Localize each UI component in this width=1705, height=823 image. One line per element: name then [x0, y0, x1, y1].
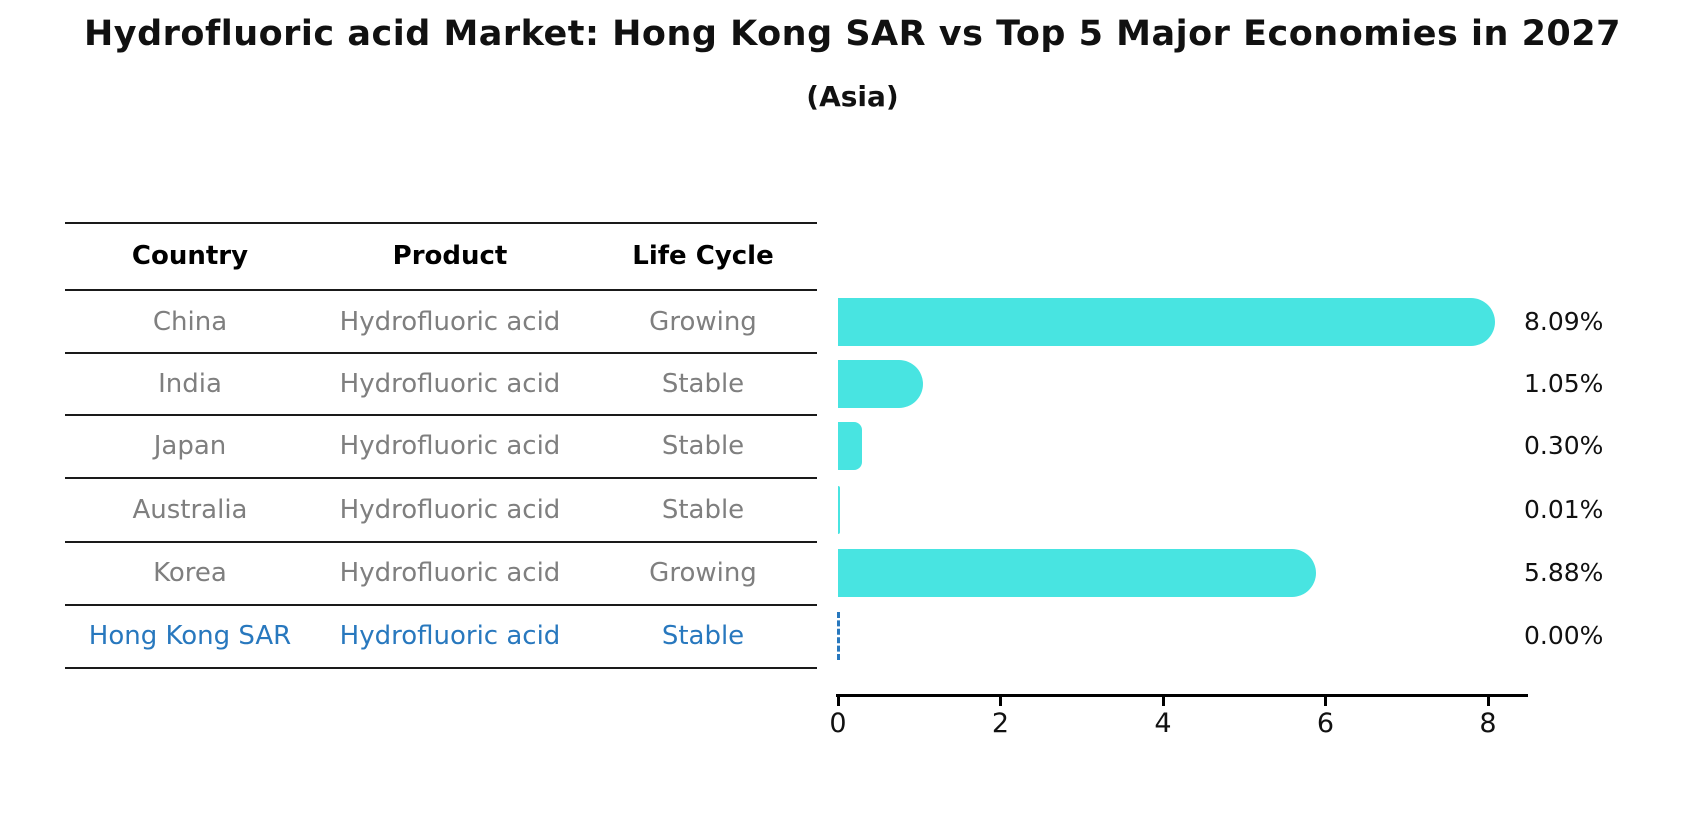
bar-japan [838, 422, 863, 470]
table-rule-line [65, 667, 817, 669]
value-label-korea: 5.88% [1524, 558, 1604, 587]
value-label-hong-kong-sar: 0.00% [1524, 621, 1604, 650]
x-tick-label: 4 [1154, 708, 1172, 739]
value-label-japan: 0.30% [1524, 431, 1604, 460]
table-cell-life_cycle: Growing [649, 558, 757, 588]
table-cell-life_cycle: Stable [661, 621, 745, 651]
x-tick [836, 696, 840, 706]
table-cell-life_cycle: Stable [661, 431, 745, 461]
table-cell-life_cycle: Stable [661, 369, 745, 399]
bar-australia [838, 486, 840, 534]
table-rule-line [65, 222, 817, 224]
bar-korea [838, 549, 1316, 597]
x-tick-label: 6 [1316, 708, 1335, 739]
table-cell-life_cycle: Stable [661, 495, 745, 525]
x-tick [1324, 696, 1327, 706]
bar-india [838, 360, 924, 408]
x-tick [1486, 696, 1490, 706]
table-header-life_cycle: Life Cycle [632, 241, 774, 271]
x-tick [999, 696, 1002, 706]
chart-subtitle: (Asia) [806, 80, 899, 113]
table-cell-country: India [158, 369, 222, 399]
table-cell-product: Hydrofluoric acid [339, 369, 561, 399]
table-cell-product: Hydrofluoric acid [339, 307, 561, 337]
table-cell-country: Australia [132, 495, 248, 525]
x-tick-label: 0 [829, 708, 847, 739]
table-rule-line [65, 352, 817, 354]
chart-title: Hydrofluoric acid Market: Hong Kong SAR … [84, 14, 1621, 54]
table-cell-product: Hydrofluoric acid [339, 621, 561, 651]
table-cell-product: Hydrofluoric acid [339, 558, 561, 588]
x-tick [1161, 696, 1165, 706]
table-cell-country: Korea [153, 558, 227, 588]
x-tick-label: 2 [991, 708, 1010, 739]
value-label-india: 1.05% [1524, 369, 1604, 398]
value-label-china: 8.09% [1524, 307, 1604, 336]
table-rule-line [65, 414, 817, 416]
table-cell-life_cycle: Growing [649, 307, 757, 337]
bar-china [838, 298, 1496, 346]
table-rule-line [65, 289, 817, 291]
table-rule-line [65, 541, 817, 543]
value-label-australia: 0.01% [1524, 495, 1604, 524]
table-cell-product: Hydrofluoric acid [339, 431, 561, 461]
table-rule-line [65, 604, 817, 606]
table-header-country: Country [131, 241, 249, 271]
x-axis-line [836, 694, 1528, 697]
table-cell-country: China [152, 307, 228, 337]
table-cell-product: Hydrofluoric acid [339, 495, 561, 525]
table-cell-country: Japan [153, 431, 227, 461]
table-cell-country: Hong Kong SAR [88, 621, 292, 651]
table-header-product: Product [392, 241, 508, 271]
bar-hong-kong-sar [837, 612, 840, 660]
table-rule-line [65, 477, 817, 479]
x-tick-label: 8 [1479, 708, 1497, 739]
